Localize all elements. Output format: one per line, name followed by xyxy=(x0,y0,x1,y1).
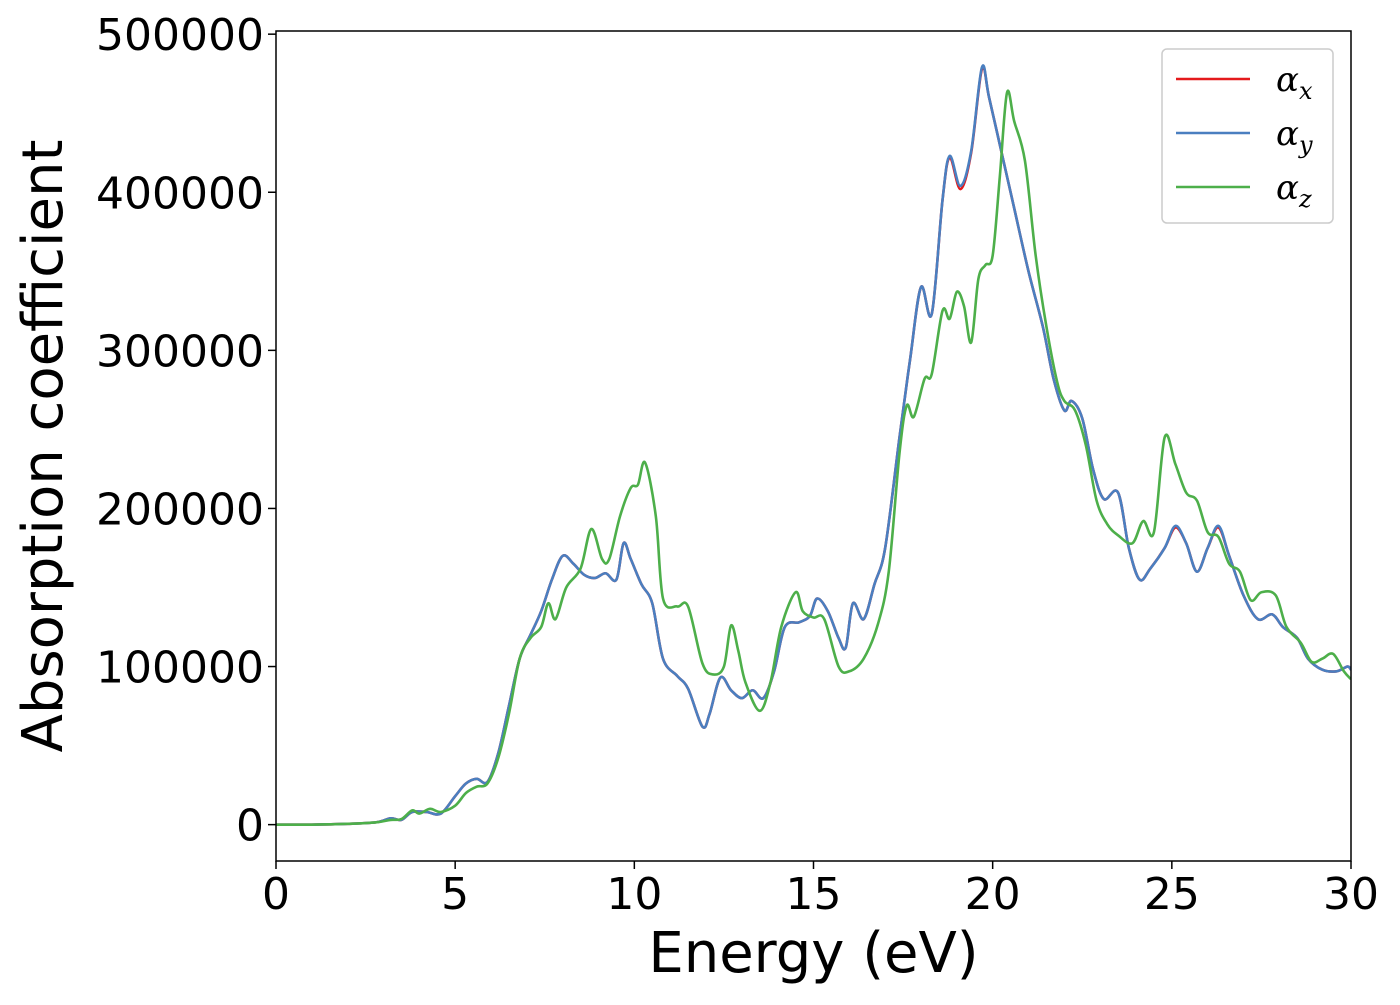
y-tick-label: 400000 xyxy=(96,168,264,219)
x-tick-label: 10 xyxy=(606,869,662,920)
x-tick-label: 20 xyxy=(965,869,1021,920)
legend-label-x: αx xyxy=(1276,60,1313,105)
x-tick-label: 30 xyxy=(1323,869,1379,920)
legend-label-y: αy xyxy=(1276,114,1313,159)
y-tick-label: 200000 xyxy=(96,484,264,535)
x-axis-ticks: 0 5 10 15 20 25 30 xyxy=(262,861,1379,920)
x-axis-title: Energy (eV) xyxy=(648,921,978,986)
plot-lines xyxy=(276,64,1351,826)
x-tick-label: 15 xyxy=(786,869,842,920)
y-tick-label: 300000 xyxy=(96,326,264,377)
x-tick-label: 25 xyxy=(1144,869,1200,920)
legend-label-z: αz xyxy=(1276,168,1312,213)
legend: αx αy αz xyxy=(1161,48,1334,224)
y-tick-label: 100000 xyxy=(96,643,264,694)
y-tick-label: 0 xyxy=(236,801,264,852)
y-axis-ticks: 0 100000 200000 300000 400000 500000 xyxy=(96,10,276,852)
x-tick-label: 5 xyxy=(441,869,469,920)
x-tick-label: 0 xyxy=(262,869,290,920)
y-axis-title: Absorption coefficient xyxy=(11,140,76,753)
series-line-z xyxy=(276,89,1351,826)
legend-box xyxy=(1161,48,1334,224)
y-tick-label: 500000 xyxy=(96,10,264,61)
